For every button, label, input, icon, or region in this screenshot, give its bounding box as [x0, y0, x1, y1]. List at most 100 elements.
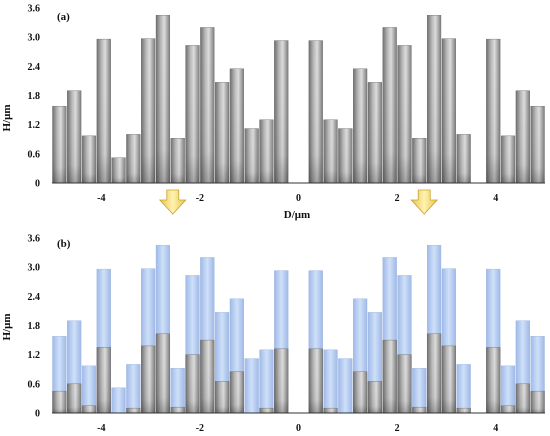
panel-a-yticks: 0 0.6 1.2 1.8 2.4 3.0 3.6 — [28, 4, 41, 190]
panel-a-bar-shade — [412, 138, 427, 183]
panel-a-bar-shade — [170, 138, 185, 183]
panel-a-bar-shade — [185, 45, 200, 183]
panel-a-ytick-label: 3.6 — [28, 4, 41, 15]
panel-a-bar-shade — [274, 40, 289, 183]
panel-b-original-bar — [111, 387, 126, 414]
panel-a-bar-shade — [308, 40, 323, 183]
panel-b-bar-shade — [96, 347, 111, 413]
panel-b-yticks: 0 0.6 1.2 1.8 2.4 3.0 3.6 — [28, 234, 41, 420]
panel-a-bar-shade — [215, 82, 229, 183]
panel-b-xtick-label: 2 — [395, 423, 400, 434]
panel-b-ytick-label: 3.0 — [28, 263, 41, 274]
panel-a-bar-shade — [141, 38, 156, 183]
panel-a-bar-shade — [368, 82, 382, 183]
panel-b-original-bar — [456, 364, 471, 414]
panel-b-bar-shade — [52, 391, 67, 413]
panel-a-xlabel: D/μm — [284, 209, 310, 221]
panel-a-ylabel: H/μm — [1, 104, 13, 131]
panel-a-bar-shade — [67, 90, 82, 183]
panel-b-bar-shade — [412, 407, 427, 413]
panel-a-xtick-label: -2 — [196, 193, 204, 204]
panel-b-xtick-label: -2 — [196, 423, 204, 434]
panel-b-bar-shade — [515, 383, 530, 413]
panel-a-xtick-label: 2 — [395, 193, 400, 204]
panel-b-ytick-label: 0.6 — [28, 379, 41, 390]
panel-a-xticks: -4 -2 0 2 4 — [97, 193, 498, 204]
panel-b-original-bars — [52, 245, 545, 414]
panel-a-bar-shade — [530, 106, 545, 183]
panel-a-bar-shade — [111, 157, 126, 183]
panel-b-bar-shade — [486, 347, 501, 413]
panel-a-bar-shade — [456, 134, 471, 183]
panel-b-bar-shade — [200, 340, 215, 413]
panel-b-bar-shade — [427, 333, 441, 413]
panel-b-bar-shade — [397, 354, 412, 413]
panel-b-bar-shade — [308, 348, 323, 413]
panel-b-bar-shade — [441, 345, 456, 413]
panel-b-ytick-label: 1.2 — [28, 350, 41, 361]
panel-b-ylabel: H/μm — [1, 313, 13, 340]
panel-b-original-bar — [244, 358, 259, 414]
panel-a: (a) H/μm 0 0.6 1.2 1.8 2.4 3.0 3.6 -4 -2 0 2 4 D/μ… — [1, 4, 545, 221]
panel-b-bar-shade — [67, 383, 82, 413]
panel-a-bar-shade — [382, 27, 397, 184]
panel-a-bar-shade — [338, 128, 353, 183]
panel-b-xtick-label: 0 — [296, 423, 301, 434]
panel-b-bar-shade — [141, 345, 156, 413]
panel-b-bar-shade — [215, 381, 229, 413]
panel-a-bar-shade — [259, 119, 274, 183]
panel-b-ytick-label: 1.8 — [28, 321, 41, 332]
panel-b-bar-shade — [456, 408, 471, 413]
panel-b-bar-shade — [229, 371, 244, 413]
panel-b-xticks: -4 -2 0 2 4 — [97, 423, 498, 434]
panel-a-bar-shade — [52, 106, 67, 183]
panel-a-ytick-label: 0.6 — [28, 149, 41, 160]
panel-b-bar-shade — [185, 354, 200, 413]
panel-a-bar-shade — [323, 119, 338, 183]
panel-a-bar-shade — [200, 27, 215, 184]
panel-b-bar-shade — [274, 348, 289, 413]
panel-a-bar-shade — [126, 134, 141, 183]
panel-b-bar-shade — [323, 408, 338, 413]
panel-b-bar-shade — [353, 371, 368, 413]
panel-b-bar-shade — [156, 333, 170, 413]
panel-a-bar-shade — [353, 68, 368, 183]
panel-a-ytick-label: 3.0 — [28, 33, 41, 44]
panel-b-bar-shade — [126, 408, 141, 413]
panel-b-bars — [52, 333, 545, 414]
panel-a-bar-shade — [486, 39, 501, 183]
panel-b-bar-shade — [368, 381, 382, 413]
panel-b-original-bar — [412, 368, 427, 414]
panel-b-xtick-label: 4 — [493, 423, 498, 434]
panel-b: (b) H/μm 0 0.6 1.2 1.8 2.4 3.0 3.6 -4 -2 0 2 4 — [1, 234, 545, 434]
panel-b-original-bar — [323, 349, 338, 414]
panel-a-ytick-label: 1.8 — [28, 91, 41, 102]
panel-b-bar-shade — [501, 405, 515, 413]
down-arrow-icon — [410, 189, 439, 215]
panel-b-ytick-label: 0 — [35, 409, 40, 420]
panel-b-bar-shade — [82, 405, 96, 413]
panel-a-bar-shade — [397, 45, 412, 183]
down-arrow-icon — [158, 189, 187, 215]
panel-a-ytick-label: 2.4 — [28, 62, 41, 73]
panel-a-bar-shade — [82, 135, 96, 183]
panel-b-bar-shade — [530, 391, 545, 413]
panel-a-xtick-label: 0 — [296, 193, 301, 204]
transition-arrows — [158, 189, 439, 215]
panel-b-ytick-label: 3.6 — [28, 234, 41, 245]
panel-a-bar-shade — [156, 15, 170, 183]
panel-a-bar-shade — [244, 128, 259, 183]
panel-a-bar-shade — [515, 90, 530, 183]
panel-a-bar-shade — [441, 38, 456, 183]
panel-a-bar-shade — [501, 135, 515, 183]
panel-b-original-bar — [170, 368, 185, 414]
panel-b-ytick-label: 2.4 — [28, 292, 41, 303]
panel-b-bar-shade — [259, 408, 274, 413]
panel-a-xtick-label: 4 — [493, 193, 498, 204]
panel-a-bar-shade — [229, 68, 244, 183]
panel-a-bars — [52, 15, 545, 184]
panel-a-xtick-label: -4 — [97, 193, 105, 204]
panel-a-ytick-label: 0 — [35, 179, 40, 190]
panel-b-bar-shade — [170, 407, 185, 413]
